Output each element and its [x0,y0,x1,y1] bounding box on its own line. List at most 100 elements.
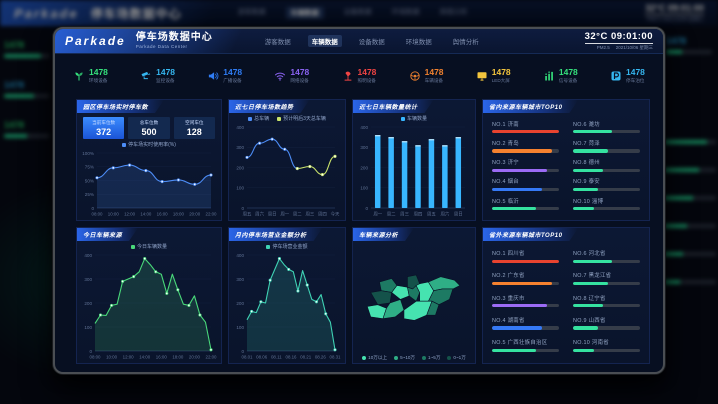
svg-text:08:00: 08:00 [90,355,102,360]
svg-text:周三: 周三 [305,212,314,218]
svg-text:50%: 50% [85,178,94,183]
map-region [403,301,432,321]
shandong-map-svg [366,274,460,321]
svg-text:22:00: 22:00 [206,212,218,217]
svg-text:20:00: 20:00 [189,212,201,217]
week-trend-panel: 近七日停车场数趋势 总车辆 预计明后3天总车辆 0 100 200 300 400 周五 周六周… [228,99,346,221]
svg-text:周二: 周二 [387,212,396,218]
svg-text:200: 200 [360,165,368,170]
kpi-label: 环境设备 [89,78,108,83]
svg-text:0: 0 [241,206,244,211]
background-brand-logo: Parkade [14,5,79,21]
svg-text:100: 100 [236,186,244,191]
rank-item: NO.3 济宁 [492,155,559,174]
svg-text:16:00: 16:00 [157,212,169,217]
chart-legend: 车辆数量 [356,114,472,123]
kpi-value: 1478 [89,67,108,77]
svg-text:周六: 周六 [255,211,264,218]
kpi-item: 1478 照明设备 [342,68,376,84]
kpi-label: 监控设备 [156,78,175,83]
svg-text:10:00: 10:00 [108,212,120,217]
kpi-label: 车辆设备 [424,78,444,83]
panel-grid: 园区停车场实时停车数 当前车位数 372 总车位数 500 空闲车位 128 停车场实时使… [76,99,650,364]
background-nav-item: 环境数据 [391,9,420,16]
rank-item: NO.4 湖南省 [492,312,559,334]
rank-item: NO.2 广东省 [492,267,559,289]
kpi-value: 1478 [424,67,444,77]
chart-legend: 总车辆 预计明后3天总车辆 [232,114,342,123]
background-rank-bar [664,224,716,228]
panel-title: 车辆来源分析 [353,228,414,241]
kpi-item: 1478 监控设备 [140,68,175,84]
rank-item: NO.9 泰安 [573,175,640,194]
svg-text:10:00: 10:00 [106,355,118,360]
rank-item: NO.9 山西省 [573,312,640,334]
background-nav-item: 车辆数据 [285,7,324,19]
kpi-item: 1478 停车泊位 [610,68,645,84]
nav-item-tab[interactable]: 舆情分析 [452,39,479,46]
brand-logo: Parkade [65,34,126,48]
kpi-value: 1478 [156,67,176,77]
today-flow-area-chart: 今日车辆数量 0 100 200 300 400 08:00 10:00 12:00 14:00 1… [77,241,221,363]
rank-item: NO.5 广西壮族自治区 [492,334,559,356]
svg-text:周一: 周一 [373,212,382,218]
nav-item-tab[interactable]: 设备数据 [358,39,385,46]
nav-item-active[interactable]: 车辆数据 [307,35,342,47]
nav-item-tab[interactable]: 环境数据 [405,39,432,46]
svg-text:200: 200 [236,301,244,306]
rank-item: NO.6 潍坊 [573,117,640,136]
main-nav: 游客数据 车辆数据 设备数据 环境数据 舆情分析 [261,35,483,47]
kpi-label: 网络设备 [290,78,309,83]
kpi-value: 1478 [558,67,578,77]
nav-item-tab[interactable]: 游客数据 [264,39,291,46]
background-rank-bar [664,280,716,284]
svg-text:18:00: 18:00 [172,355,184,360]
rank-item: NO.7 黑龙江省 [573,267,640,289]
chart-legend: 今日车辆数量 [80,242,218,251]
background-nav-item: 游客数据 [237,9,266,16]
current-date: 2021/10/06 星期三 [615,45,653,51]
shandong-map [353,241,475,353]
map-legend-item: 0~1万 [447,355,466,361]
svg-text:周一: 周一 [280,212,289,218]
svg-text:08:00: 08:00 [92,212,104,217]
steering-wheel-icon [409,70,421,82]
svg-text:12:00: 12:00 [124,212,136,217]
svg-text:400: 400 [236,253,244,258]
chart-legend: 停车场营业金额 [232,242,342,251]
svg-text:0: 0 [91,206,94,211]
map-legend-item: 5~10万 [394,355,415,361]
seedling-icon [73,70,85,82]
background-rank-bar [664,168,716,172]
rank-item: NO.3 重庆市 [492,289,559,311]
svg-text:300: 300 [84,277,92,282]
panel-title: 近七日车辆数量统计 [353,100,434,113]
kpi-item: 1478 车辆设备 [409,68,444,84]
week-count-bar-chart: 车辆数量 0 100 200 300 400 周一 周二 周三 周四 周五 周六 周日 [353,113,475,220]
svg-text:22:00: 22:00 [206,355,218,360]
svg-text:300: 300 [236,145,244,150]
camera-icon [140,70,152,82]
pm-label: PM2.5 [596,45,610,51]
svg-text:周日: 周日 [268,212,277,218]
svg-text:周五: 周五 [427,212,436,218]
province-top10-list: NO.1 济南 NO.2 青岛 NO.3 济宁 NO.4 烟台 NO.5 临沂 NO.6 … [483,113,649,220]
rank-item: NO.10 淄博 [573,194,640,213]
map-legend: 10万以上 5~10万 1~5万 0~1万 [353,353,475,363]
svg-text:100: 100 [236,325,244,330]
background-header: Parkade 停车场数据中心 游客数据 车辆数据 设备数据 环境数据 舆情分析 32°… [0,0,718,26]
chart-legend: 停车场实时使用率(%) [80,140,218,149]
background-rank-bar [664,196,716,200]
kpi-label: 信号设备 [558,78,578,83]
rank-item: NO.1 济南 [492,117,559,136]
svg-text:75%: 75% [85,165,94,170]
kpi-item: 1478 信号设备 [543,68,578,84]
background-clock: 32°C 09:01:00 PM2.5 2021/10/06 星期三 [645,3,704,23]
svg-text:08.16: 08.16 [286,355,298,360]
screen-icon [476,70,488,82]
svg-text:0: 0 [89,349,92,354]
svg-text:周四: 周四 [414,212,423,218]
svg-text:08.06: 08.06 [256,355,268,360]
realtime-usage-chart: 停车场实时使用率(%) 0 25% 50% 75% 100% 08:00 10:00 12:00… [77,139,221,220]
